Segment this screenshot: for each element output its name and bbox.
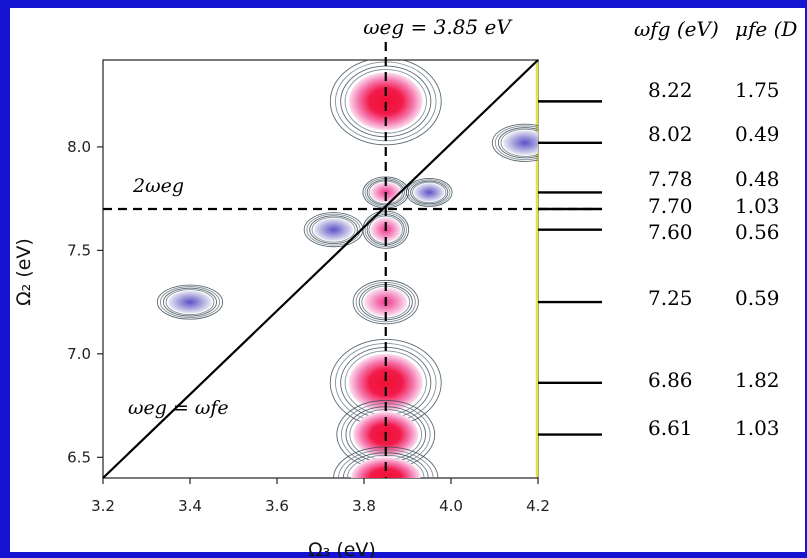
x-tick-label-5: 4.2 <box>526 497 550 515</box>
peak-9-contour-2 <box>309 215 358 245</box>
x-axis-label: Ω₃ (eV) <box>308 539 376 558</box>
peak-8-contour-2 <box>410 180 449 205</box>
peak-8-contour-3 <box>412 181 447 204</box>
state-dipole-4: 0.56 <box>735 220 780 244</box>
peak-8-core <box>414 183 445 202</box>
peak-10-contour-3 <box>165 289 215 316</box>
peak-7-contour-3 <box>500 128 538 157</box>
dipole-header: μfe (D <box>735 17 797 41</box>
peak-10-contour-1 <box>159 286 221 319</box>
peak-8-contour-1 <box>408 179 451 206</box>
peak-6-contour-0 <box>333 446 439 478</box>
peak-8 <box>405 178 453 207</box>
state-freq-2: 7.78 <box>648 167 693 191</box>
y-tick-label-0: 6.5 <box>67 448 91 466</box>
x-tick-label-2: 3.6 <box>265 497 289 515</box>
x-tick-label-0: 3.2 <box>91 497 115 515</box>
diagonal-label: ωeg = ωfe <box>128 397 229 419</box>
peak-0-core <box>348 72 423 131</box>
y-ticks: 6.5 7.0 7.5 8.0 <box>67 138 103 466</box>
peak-9-contour-3 <box>311 216 356 243</box>
state-levels: 8.22 1.75 8.02 0.49 7.78 0.48 7.70 1.03 7.60 0.56… <box>538 78 780 440</box>
peak-0 <box>329 60 442 146</box>
hline-label: 2ωeg <box>132 175 184 197</box>
peak-9-core <box>313 218 354 242</box>
x-tick-label-4: 4.0 <box>439 497 463 515</box>
state-dipole-5: 0.59 <box>735 286 780 310</box>
peak-7-contour-2 <box>497 127 538 159</box>
y-tick-label-1: 7.0 <box>67 345 91 363</box>
x-ticks: 3.2 3.4 3.6 3.8 4.0 4.2 <box>91 478 550 515</box>
vline-label: ωeg = 3.85 eV <box>363 15 513 39</box>
y-tick-label-2: 7.5 <box>67 241 91 259</box>
peak-7-core <box>503 130 538 156</box>
peak-9 <box>303 212 364 248</box>
peak-7 <box>491 123 538 162</box>
state-freq-3: 7.70 <box>648 194 693 218</box>
x-tick-label-1: 3.4 <box>178 497 202 515</box>
freq-header: ωfg (eV) <box>634 17 719 41</box>
peak-10-contour-2 <box>163 287 217 317</box>
state-freq-4: 7.60 <box>648 220 693 244</box>
peak-3-contour-0 <box>352 279 419 325</box>
state-freq-6: 6.86 <box>648 368 693 392</box>
state-dipole-3: 1.03 <box>735 194 780 218</box>
y-tick-label-3: 8.0 <box>67 138 91 156</box>
peak-8-contour-0 <box>405 178 453 207</box>
state-dipole-2: 0.48 <box>735 167 780 191</box>
state-dipole-7: 1.03 <box>735 416 780 440</box>
peak-10-contour-0 <box>156 284 224 320</box>
y-axis-label: Ω₂ (eV) <box>13 238 35 306</box>
diagonal-line <box>102 59 539 479</box>
peak-4-core <box>348 353 423 412</box>
peak-7-contour-1 <box>494 125 538 161</box>
state-freq-0: 8.22 <box>648 78 693 102</box>
state-freq-7: 6.61 <box>648 416 693 440</box>
state-dipole-1: 0.49 <box>735 122 780 146</box>
x-tick-label-3: 3.8 <box>352 497 376 515</box>
peak-0-contour-0 <box>329 60 442 146</box>
state-freq-5: 7.25 <box>648 286 693 310</box>
peak-10-core <box>168 290 212 314</box>
state-freq-1: 8.02 <box>648 122 693 146</box>
state-dipole-0: 1.75 <box>735 78 780 102</box>
state-dipole-6: 1.82 <box>735 368 780 392</box>
peak-7-contour-0 <box>491 123 538 162</box>
peak-10 <box>156 284 224 320</box>
